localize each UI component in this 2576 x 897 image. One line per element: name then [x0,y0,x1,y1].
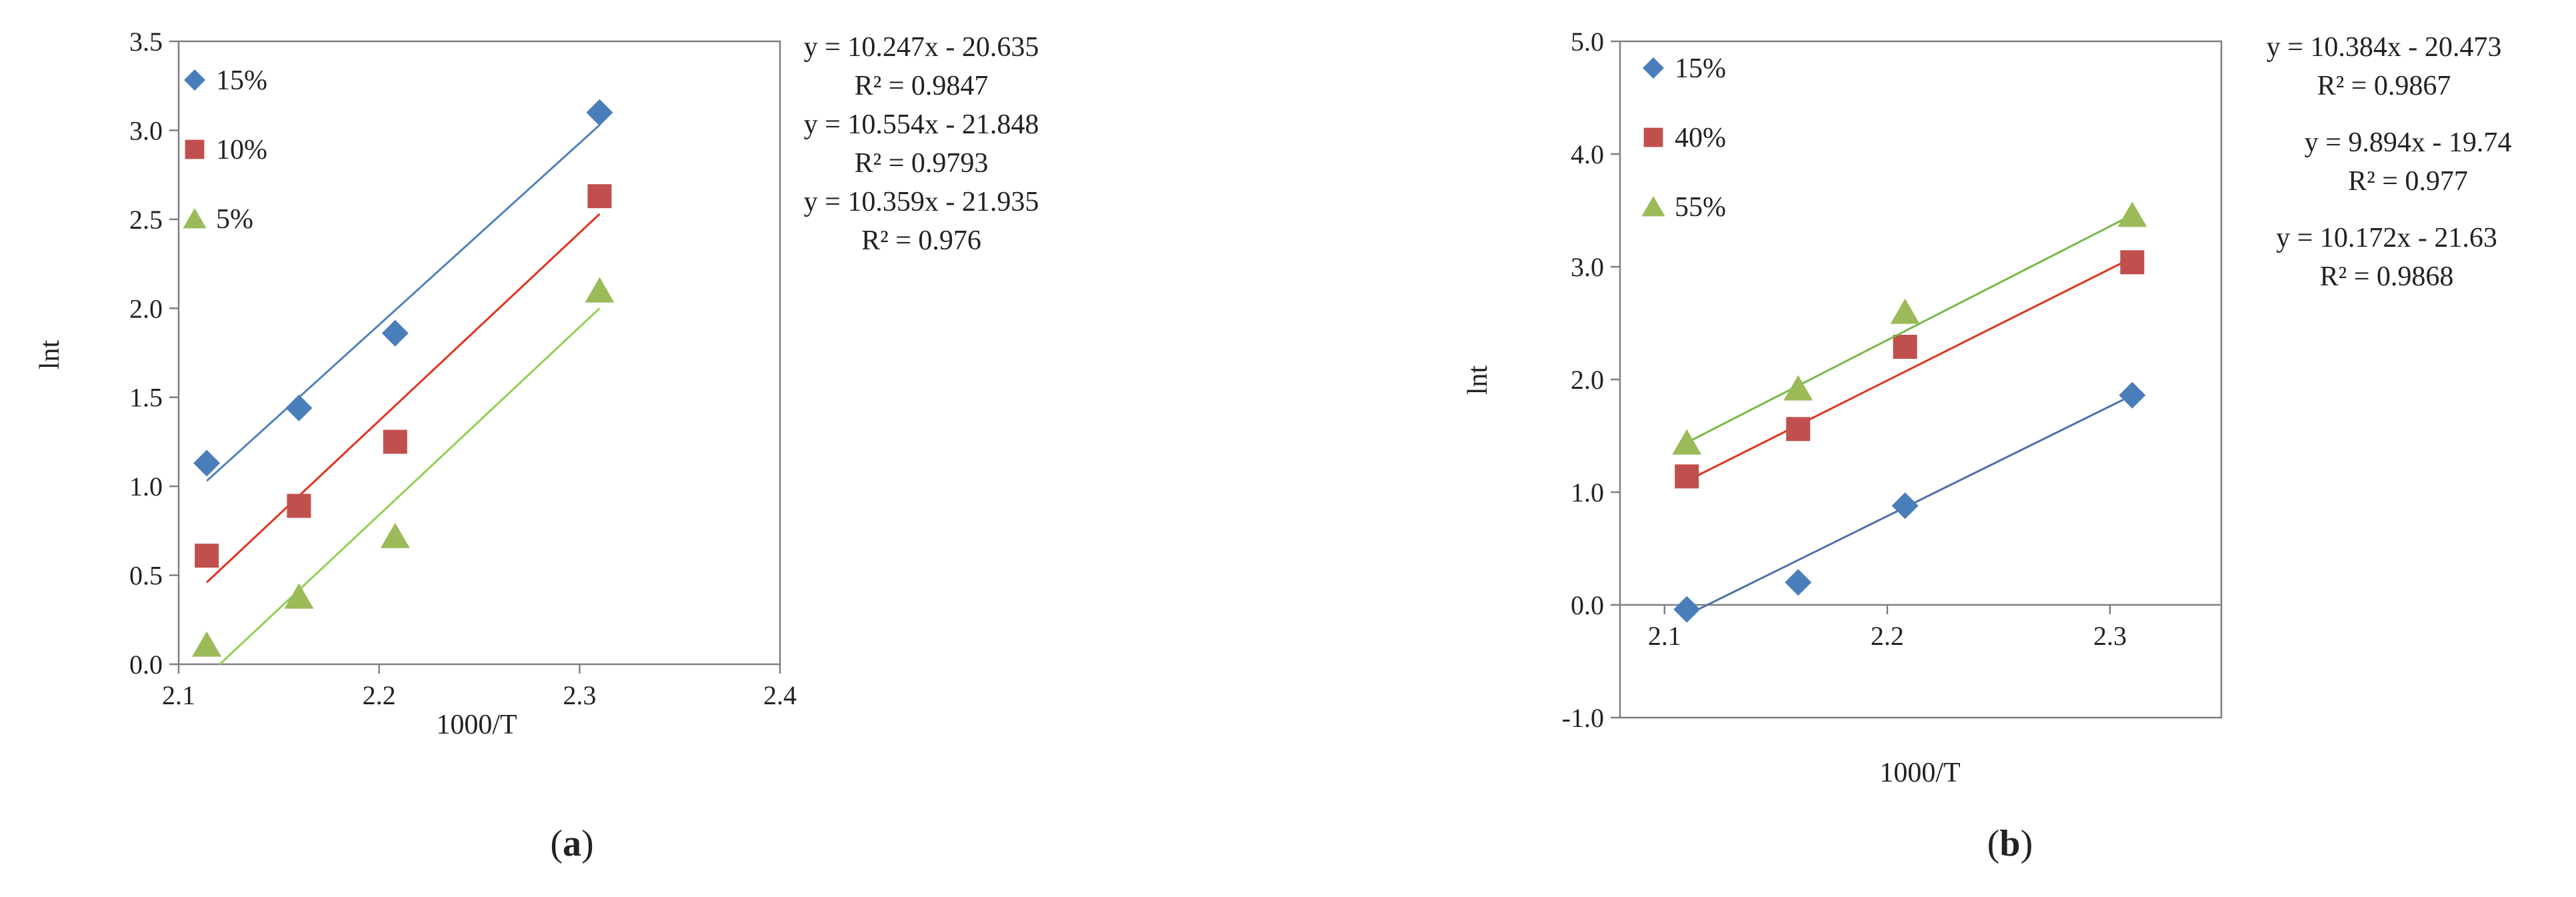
trend-line [1686,213,2133,443]
panel-label: (a) [550,823,593,864]
chart-panel-a: 0.0 0.5 1.0 1.5 2.0 2.5 3.0 3.5 2.1 2.2 2.3 2.4 1000… [35,27,1039,864]
panel-label-open: ( [550,823,563,864]
legend-marker [1643,127,1663,147]
trendline-equation: y = 9.894x - 19.74 [2305,127,2512,158]
panel-label-letter: b [1999,823,2020,864]
trend-line [206,213,601,584]
r-squared-label: R² = 0.976 [861,225,981,256]
panel-label-close: ) [2021,823,2033,864]
data-point [381,319,409,347]
data-point [1673,596,1701,623]
x-tick-label: 2.3 [2093,621,2127,651]
y-axis-title: lnt [35,340,65,370]
series-2: 5% y = 10.359x - 21.935 R² = 0.976 [183,187,1039,666]
legend-label: 55% [1675,192,1726,223]
y-tick-label: 4.0 [1571,139,1604,169]
data-point [1890,298,1920,324]
data-point [383,429,407,454]
y-tick-label: 3.0 [129,115,163,145]
series-1: 40% y = 9.894x - 19.74 R² = 0.977 [1643,123,2512,489]
x-axis-title: 1000/T [436,710,517,740]
series-1: 10% y = 10.554x - 21.848 R² = 0.9793 [185,109,1039,584]
data-point [195,544,219,568]
data-point [586,99,613,126]
data-point [380,522,410,548]
y-tick-label: 1.0 [1571,478,1604,508]
y-axis-title: lnt [1463,365,1493,395]
x-axis-title: 1000/T [1879,758,1960,788]
y-tick-label: 0.5 [129,561,163,591]
legend-marker [184,69,205,91]
legend-label: 40% [1675,123,1726,153]
data-point [1786,417,1811,441]
data-point [1785,569,1812,596]
y-tick-label: 1.0 [129,472,163,502]
y-tick-label: 3.5 [129,27,163,57]
data-point [287,494,311,518]
data-point [587,184,612,209]
trend-line [219,307,601,666]
data-point [285,394,313,421]
y-tick-label: 1.5 [129,383,163,413]
panel-label-letter: a [563,823,581,864]
r-squared-label: R² = 0.9793 [855,148,989,179]
y-tick-label: 3.0 [1571,252,1604,282]
data-point [193,450,221,477]
series-0: 15% y = 10.247x - 20.635 R² = 0.9847 [184,32,1039,482]
trendline-equation: y = 10.172x - 21.63 [2276,223,2497,253]
data-point [1675,464,1699,489]
series-0: 15% y = 10.384x - 20.473 R² = 0.9867 [1643,32,2501,623]
y-tick-label: -1.0 [1562,703,1604,733]
y-tick-label: 2.5 [129,205,163,235]
x-tick-label: 2.3 [563,680,596,710]
legend-marker [185,139,205,159]
panel-label-open: ( [1987,823,2000,864]
x-tick-label: 2.2 [1871,621,1904,651]
chart-panel-b: -1.0 0.0 1.0 2.0 3.0 4.0 5.0 2.1 2.2 2.3 1000/T lnt… [1463,27,2511,864]
data-point [1783,375,1813,401]
data-point [284,583,314,609]
legend-label: 10% [216,135,267,165]
y-tick-label: 0.0 [129,650,163,680]
y-tick-label: 2.0 [1571,365,1604,395]
trendline-equation: y = 10.359x - 21.935 [804,187,1039,217]
r-squared-label: R² = 0.977 [2348,166,2468,197]
trendline-equation: y = 10.384x - 20.473 [2267,32,2502,63]
y-tick-label: 2.0 [129,293,163,323]
r-squared-label: R² = 0.9868 [2320,261,2454,292]
x-tick-label: 2.4 [763,680,797,710]
panel-label: (b) [1987,823,2033,864]
legend-label: 15% [216,65,267,96]
data-point [1893,334,1917,359]
legend-marker [1641,196,1665,217]
trendline-equation: y = 10.554x - 21.848 [804,109,1039,140]
x-tick-label: 2.2 [363,680,396,710]
y-tick-label: 5.0 [1571,27,1604,57]
x-tick-label: 2.1 [1648,621,1681,651]
legend-label: 15% [1675,53,1726,84]
panel-label-close: ) [581,823,594,864]
legend-marker [1643,57,1664,79]
y-tick-label: 0.0 [1571,590,1604,620]
x-tick-label: 2.1 [162,680,195,710]
series-2: 55% y = 10.172x - 21.63 R² = 0.9868 [1641,192,2497,455]
data-point [2120,250,2145,275]
legend-marker [183,208,207,229]
data-point [585,277,615,303]
data-point [192,631,222,657]
legend-label: 5% [216,204,253,235]
trend-line [206,124,601,482]
r-squared-label: R² = 0.9847 [855,71,989,101]
data-point [1672,429,1702,455]
plot-frame [177,40,781,666]
data-point [1891,492,1919,520]
data-point [2119,381,2146,409]
trend-line [1686,257,2133,482]
trendline-equation: y = 10.247x - 20.635 [804,32,1039,63]
data-point [2117,201,2147,227]
r-squared-label: R² = 0.9867 [2317,71,2451,101]
